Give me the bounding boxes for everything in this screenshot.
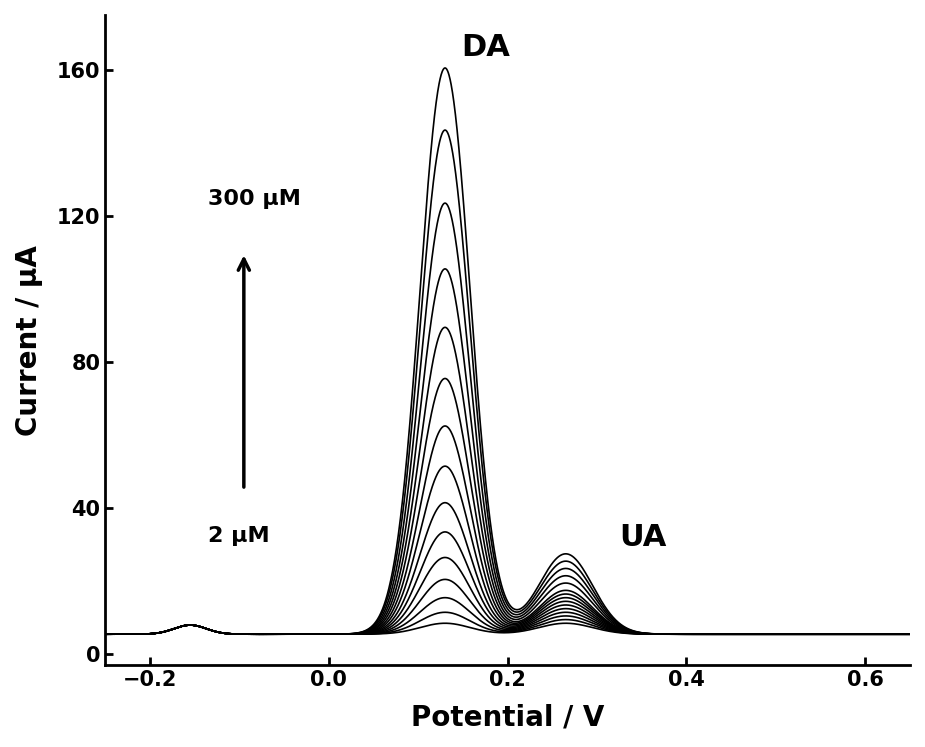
Text: 2 μM: 2 μM (208, 527, 270, 547)
Y-axis label: Current / μA: Current / μA (15, 245, 43, 436)
Text: 300 μM: 300 μM (208, 188, 301, 208)
X-axis label: Potential / V: Potential / V (411, 704, 604, 732)
Text: UA: UA (620, 523, 667, 552)
Text: DA: DA (461, 34, 510, 63)
